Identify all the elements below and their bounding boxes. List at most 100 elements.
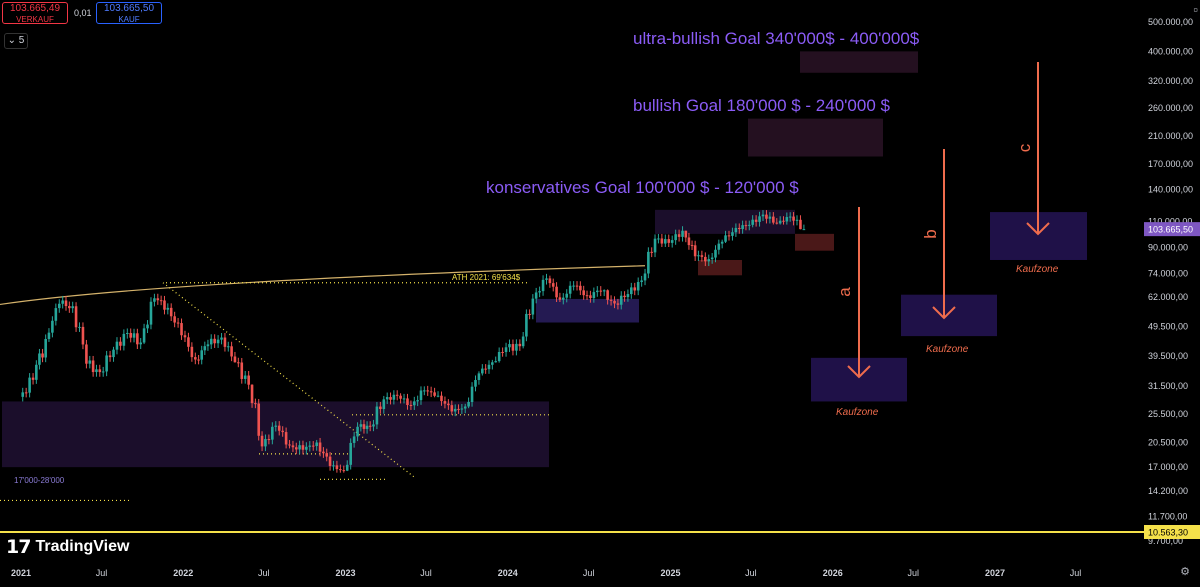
y-tick-label: 39.500,00 xyxy=(1148,351,1188,361)
candle-body xyxy=(501,352,504,354)
current-price-marker xyxy=(1144,222,1200,237)
candle-body xyxy=(799,219,802,230)
y-tick-label: 400.000,00 xyxy=(1148,46,1193,56)
candle-body xyxy=(308,445,312,447)
candle-body xyxy=(322,451,325,454)
arrow-c-head xyxy=(1026,222,1050,236)
candle-body xyxy=(741,225,744,230)
buy-label: KAUF xyxy=(118,15,140,24)
candle-body xyxy=(139,342,142,345)
kaufzone-a-label: Kaufzone xyxy=(836,407,879,418)
candle-body xyxy=(149,301,153,325)
ultra-goal-zone xyxy=(800,51,918,73)
candle-body xyxy=(146,324,149,329)
candle-body xyxy=(647,251,650,274)
kaufzone-b-label: Kaufzone xyxy=(926,344,969,355)
candle-body xyxy=(335,465,339,470)
candle-body xyxy=(385,397,389,400)
candle-body xyxy=(328,456,332,466)
candle-body xyxy=(613,300,616,304)
candle-body xyxy=(81,326,85,345)
candle-body xyxy=(447,403,450,406)
candle-body xyxy=(802,229,806,231)
candle-body xyxy=(731,232,734,236)
candle-body xyxy=(602,290,606,292)
candle-body xyxy=(362,424,366,429)
candle-body xyxy=(95,369,98,373)
candle-body xyxy=(633,287,637,291)
candle-body xyxy=(142,328,146,343)
buy-button[interactable]: 103.665,50 KAUF xyxy=(96,2,162,24)
candle-body xyxy=(277,425,281,431)
candle-body xyxy=(551,283,555,287)
buy-price: 103.665,50 xyxy=(103,3,155,14)
candle-body xyxy=(599,290,603,292)
candle-body xyxy=(68,306,71,309)
candle-body xyxy=(399,395,402,399)
candle-body xyxy=(349,442,352,465)
candle-body xyxy=(216,339,220,344)
candle-body xyxy=(203,346,207,351)
candle-body xyxy=(619,295,623,305)
candle-body xyxy=(592,292,596,299)
candle-body xyxy=(187,337,190,347)
y-tick-label: 11.700,00 xyxy=(1148,511,1187,521)
candle-body xyxy=(176,322,180,324)
candle-body xyxy=(700,255,704,257)
candle-body xyxy=(792,216,795,221)
candle-body xyxy=(389,397,392,400)
candle-body xyxy=(463,406,467,409)
candle-body xyxy=(717,243,721,250)
y-tick-label: 14.200,00 xyxy=(1148,486,1188,496)
sell-button[interactable]: 103.665,49 VERKAUF xyxy=(2,2,68,24)
bullish-goal-label: bullish Goal 180'000 $ - 240'000 $ xyxy=(633,96,891,115)
candle-body xyxy=(339,469,342,471)
candle-body xyxy=(674,234,677,241)
candle-body xyxy=(785,217,789,222)
candle-body xyxy=(788,216,792,218)
arrow-c-label: c xyxy=(1015,143,1034,152)
candle-body xyxy=(332,465,335,467)
x-tick-label: Jul xyxy=(907,568,919,578)
candle-body xyxy=(88,360,92,364)
candle-body xyxy=(325,453,329,457)
candle-body xyxy=(169,307,173,317)
candle-body xyxy=(640,280,643,283)
candle-body xyxy=(660,238,664,244)
x-tick-label: 2021 xyxy=(11,568,31,578)
candle-body xyxy=(274,425,278,427)
candle-body xyxy=(402,398,406,400)
interval-selector[interactable]: ⌄ 5 xyxy=(4,33,28,49)
candle-body xyxy=(548,278,552,284)
x-tick-label: Jul xyxy=(420,568,432,578)
current-pullback-zone xyxy=(795,233,834,251)
candle-body xyxy=(616,303,620,305)
candle-body xyxy=(575,285,579,287)
candle-body xyxy=(78,326,81,328)
settings-icon[interactable]: ⚙ xyxy=(1180,566,1190,578)
candle-body xyxy=(226,346,230,348)
candle-body xyxy=(180,323,183,336)
kaufzone-b-box xyxy=(901,294,997,337)
tradingview-logo: 17 TradingView xyxy=(6,536,129,558)
candle-body xyxy=(558,297,562,300)
lock-icon[interactable]: ▫ xyxy=(1193,2,1198,17)
chevron-down-icon: ⌄ xyxy=(7,35,17,46)
candle-body xyxy=(71,306,74,309)
y-tick-label: 320.000,00 xyxy=(1148,76,1193,86)
candle-body xyxy=(136,333,139,345)
candle-body xyxy=(450,405,454,412)
candle-body xyxy=(41,353,44,358)
candle-body xyxy=(561,297,565,300)
candle-body xyxy=(38,353,41,365)
candle-body xyxy=(765,214,768,219)
candle-body xyxy=(727,235,731,237)
candle-body xyxy=(491,362,494,365)
candle-body xyxy=(737,227,741,230)
candle-body xyxy=(108,355,112,358)
candle-body xyxy=(453,408,457,412)
low-price-label: 10.563,30 xyxy=(1148,528,1188,538)
candle-body xyxy=(585,295,589,297)
